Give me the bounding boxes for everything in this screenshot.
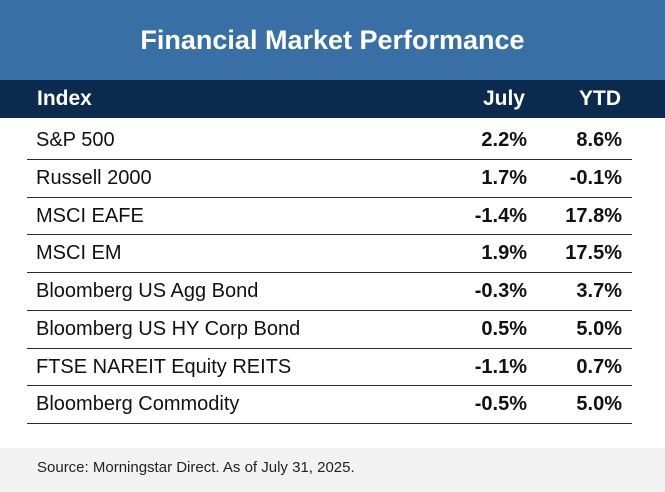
index-name-cell: Bloomberg US HY Corp Bond: [36, 317, 301, 340]
index-name-cell: MSCI EAFE: [36, 204, 144, 227]
table-body: S&P 500 2.2% 8.6% Russell 2000 1.7% -0.1…: [27, 122, 632, 424]
july-return-cell: 2.2%: [481, 129, 527, 151]
july-return-cell: -0.5%: [474, 393, 527, 416]
table-row: Russell 2000 1.7% -0.1%: [27, 160, 632, 198]
table-title-bar: Financial Market Performance: [0, 0, 665, 80]
column-header-ytd: YTD: [579, 87, 621, 110]
july-return-cell: -1.4%: [474, 204, 527, 227]
ytd-return-cell: -0.1%: [569, 166, 622, 189]
july-return-cell: -0.3%: [474, 280, 527, 302]
source-note: Source: Morningstar Direct. As of July 3…: [37, 459, 355, 476]
table-row: MSCI EM 1.9% 17.5%: [27, 235, 632, 273]
july-return-cell: 0.5%: [481, 317, 527, 340]
july-return-cell: 1.9%: [481, 242, 527, 265]
ytd-return-cell: 3.7%: [576, 280, 622, 302]
table-row: Bloomberg US HY Corp Bond 0.5% 5.0%: [27, 311, 632, 349]
table-row: FTSE NAREIT Equity REITS -1.1% 0.7%: [27, 349, 632, 387]
index-name-cell: MSCI EM: [36, 242, 122, 265]
ytd-return-cell: 0.7%: [576, 355, 622, 378]
source-footer: Source: Morningstar Direct. As of July 3…: [0, 448, 665, 492]
index-name-cell: S&P 500: [36, 129, 115, 151]
ytd-return-cell: 5.0%: [576, 393, 622, 416]
table-row: Bloomberg US Agg Bond -0.3% 3.7%: [27, 273, 632, 311]
column-header-july: July: [482, 87, 525, 110]
table-row: MSCI EAFE -1.4% 17.8%: [27, 198, 632, 236]
index-name-cell: FTSE NAREIT Equity REITS: [36, 355, 292, 378]
table-row: S&P 500 2.2% 8.6%: [27, 122, 632, 160]
index-name-cell: Bloomberg US Agg Bond: [36, 280, 259, 302]
index-name-cell: Russell 2000: [36, 166, 152, 189]
page-title: Financial Market Performance: [140, 24, 525, 55]
july-return-cell: 1.7%: [481, 166, 527, 189]
ytd-return-cell: 8.6%: [576, 129, 622, 151]
ytd-return-cell: 17.8%: [565, 204, 622, 227]
july-return-cell: -1.1%: [474, 355, 527, 378]
ytd-return-cell: 17.5%: [565, 242, 622, 265]
table-header: Index July YTD: [0, 80, 665, 118]
ytd-return-cell: 5.0%: [576, 317, 622, 340]
column-header-index: Index: [37, 87, 92, 110]
table-row: Bloomberg Commodity -0.5% 5.0%: [27, 386, 632, 424]
index-name-cell: Bloomberg Commodity: [36, 393, 240, 416]
